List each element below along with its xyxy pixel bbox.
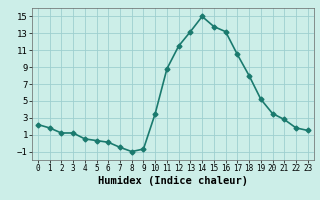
X-axis label: Humidex (Indice chaleur): Humidex (Indice chaleur) — [98, 176, 248, 186]
